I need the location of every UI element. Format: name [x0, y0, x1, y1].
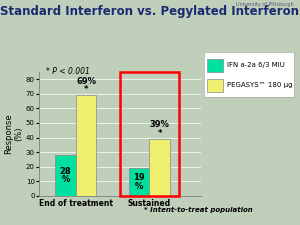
- Text: 28
%: 28 %: [60, 167, 71, 184]
- Bar: [129, 168, 149, 196]
- Text: 39%
*: 39% *: [150, 120, 170, 137]
- Bar: [120, 72, 179, 196]
- Bar: [207, 79, 223, 92]
- Text: * Intent-to-treat population: * Intent-to-treat population: [144, 207, 252, 213]
- Bar: [76, 95, 96, 196]
- Text: University of Pittsburgh: University of Pittsburgh: [236, 2, 294, 7]
- Text: 19
%: 19 %: [133, 173, 145, 191]
- Bar: [149, 139, 170, 196]
- Text: 69%
*: 69% *: [76, 76, 96, 94]
- Text: PEGASYS™ 180 μg: PEGASYS™ 180 μg: [226, 83, 292, 88]
- Bar: [55, 155, 76, 196]
- Text: IFN a-2a 6/3 MIU: IFN a-2a 6/3 MIU: [226, 62, 284, 68]
- Text: Standard Interferon vs. Pegylated Interferon: Standard Interferon vs. Pegylated Interf…: [1, 4, 299, 18]
- Y-axis label: Response
(%): Response (%): [4, 114, 23, 154]
- Bar: [207, 58, 223, 72]
- Text: * P < 0.001: * P < 0.001: [46, 67, 90, 76]
